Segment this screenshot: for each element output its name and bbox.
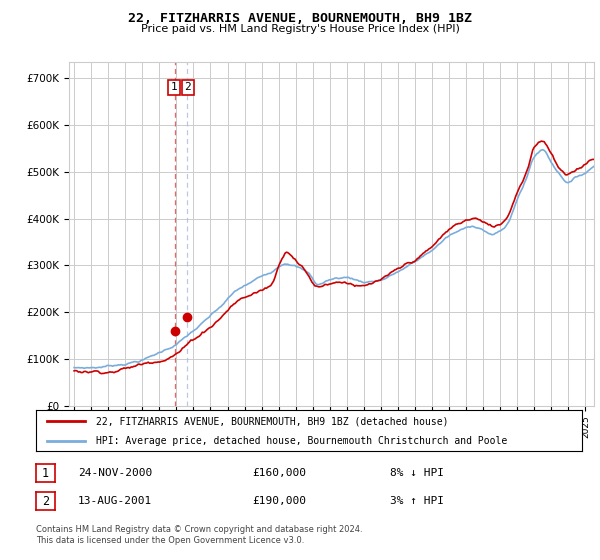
Text: 3% ↑ HPI: 3% ↑ HPI xyxy=(390,496,444,506)
Text: £190,000: £190,000 xyxy=(252,496,306,506)
Text: Contains HM Land Registry data © Crown copyright and database right 2024.
This d: Contains HM Land Registry data © Crown c… xyxy=(36,525,362,545)
Text: HPI: Average price, detached house, Bournemouth Christchurch and Poole: HPI: Average price, detached house, Bour… xyxy=(96,436,508,446)
Text: 13-AUG-2001: 13-AUG-2001 xyxy=(78,496,152,506)
Text: 22, FITZHARRIS AVENUE, BOURNEMOUTH, BH9 1BZ (detached house): 22, FITZHARRIS AVENUE, BOURNEMOUTH, BH9 … xyxy=(96,417,449,426)
Text: 2: 2 xyxy=(185,82,191,92)
Text: 1: 1 xyxy=(42,466,49,480)
Text: £160,000: £160,000 xyxy=(252,468,306,478)
Text: 2: 2 xyxy=(42,494,49,508)
Text: 1: 1 xyxy=(170,82,177,92)
Text: 8% ↓ HPI: 8% ↓ HPI xyxy=(390,468,444,478)
Text: Price paid vs. HM Land Registry's House Price Index (HPI): Price paid vs. HM Land Registry's House … xyxy=(140,24,460,34)
Text: 24-NOV-2000: 24-NOV-2000 xyxy=(78,468,152,478)
Text: 22, FITZHARRIS AVENUE, BOURNEMOUTH, BH9 1BZ: 22, FITZHARRIS AVENUE, BOURNEMOUTH, BH9 … xyxy=(128,12,472,25)
